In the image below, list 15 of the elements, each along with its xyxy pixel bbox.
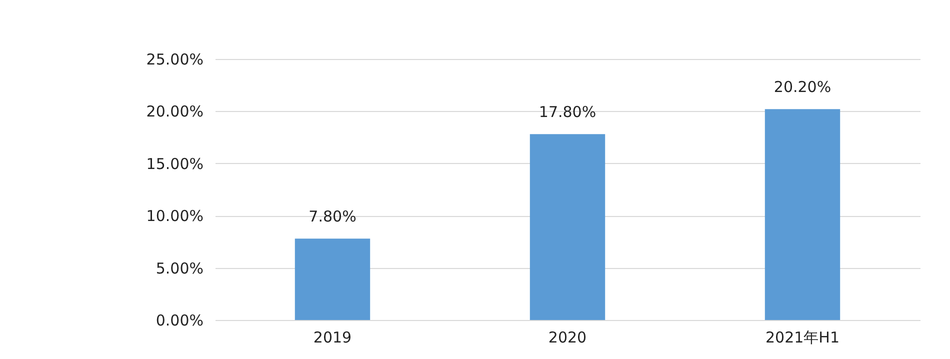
x-tick-label: 2021年H1 — [766, 328, 840, 346]
bar — [530, 134, 606, 320]
x-tick-label: 2020 — [548, 328, 587, 346]
data-label: 20.20% — [774, 78, 832, 96]
y-tick-label: 0.00% — [156, 312, 204, 330]
y-tick-label: 20.00% — [146, 102, 204, 121]
data-label: 7.80% — [308, 208, 356, 226]
bar — [764, 109, 840, 320]
y-tick-label: 5.00% — [156, 259, 204, 278]
bar — [294, 238, 370, 320]
y-tick-label: 10.00% — [146, 207, 204, 226]
data-label: 17.80% — [538, 103, 596, 122]
y-tick-label: 25.00% — [146, 50, 204, 68]
y-tick-label: 15.00% — [146, 154, 204, 173]
x-tick-label: 2019 — [313, 328, 352, 346]
